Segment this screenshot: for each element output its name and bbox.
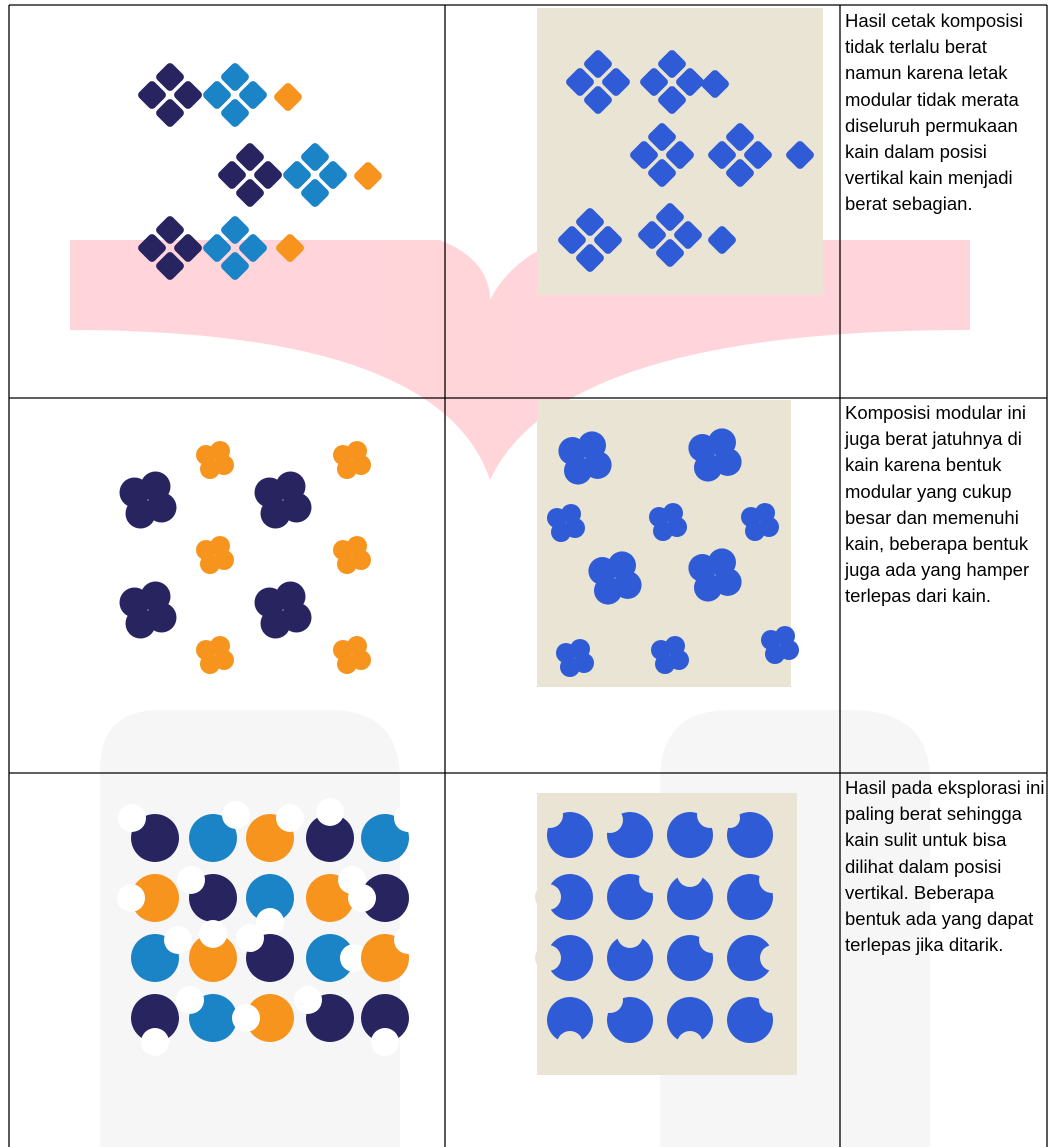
row-description: Hasil cetak komposisi tidak terlalu bera… <box>845 10 1023 215</box>
row-description: Hasil pada eksplorasi ini paling berat s… <box>845 777 1045 956</box>
pinwheel-photo <box>537 400 799 687</box>
crescent-photo <box>535 793 797 1075</box>
pinwheel-design <box>119 441 371 674</box>
crescent-design <box>117 798 422 1056</box>
diamond-photo <box>537 8 823 295</box>
table-borders <box>8 4 1048 1147</box>
row-description: Komposisi modular ini juga berat jatuhny… <box>845 402 1030 607</box>
